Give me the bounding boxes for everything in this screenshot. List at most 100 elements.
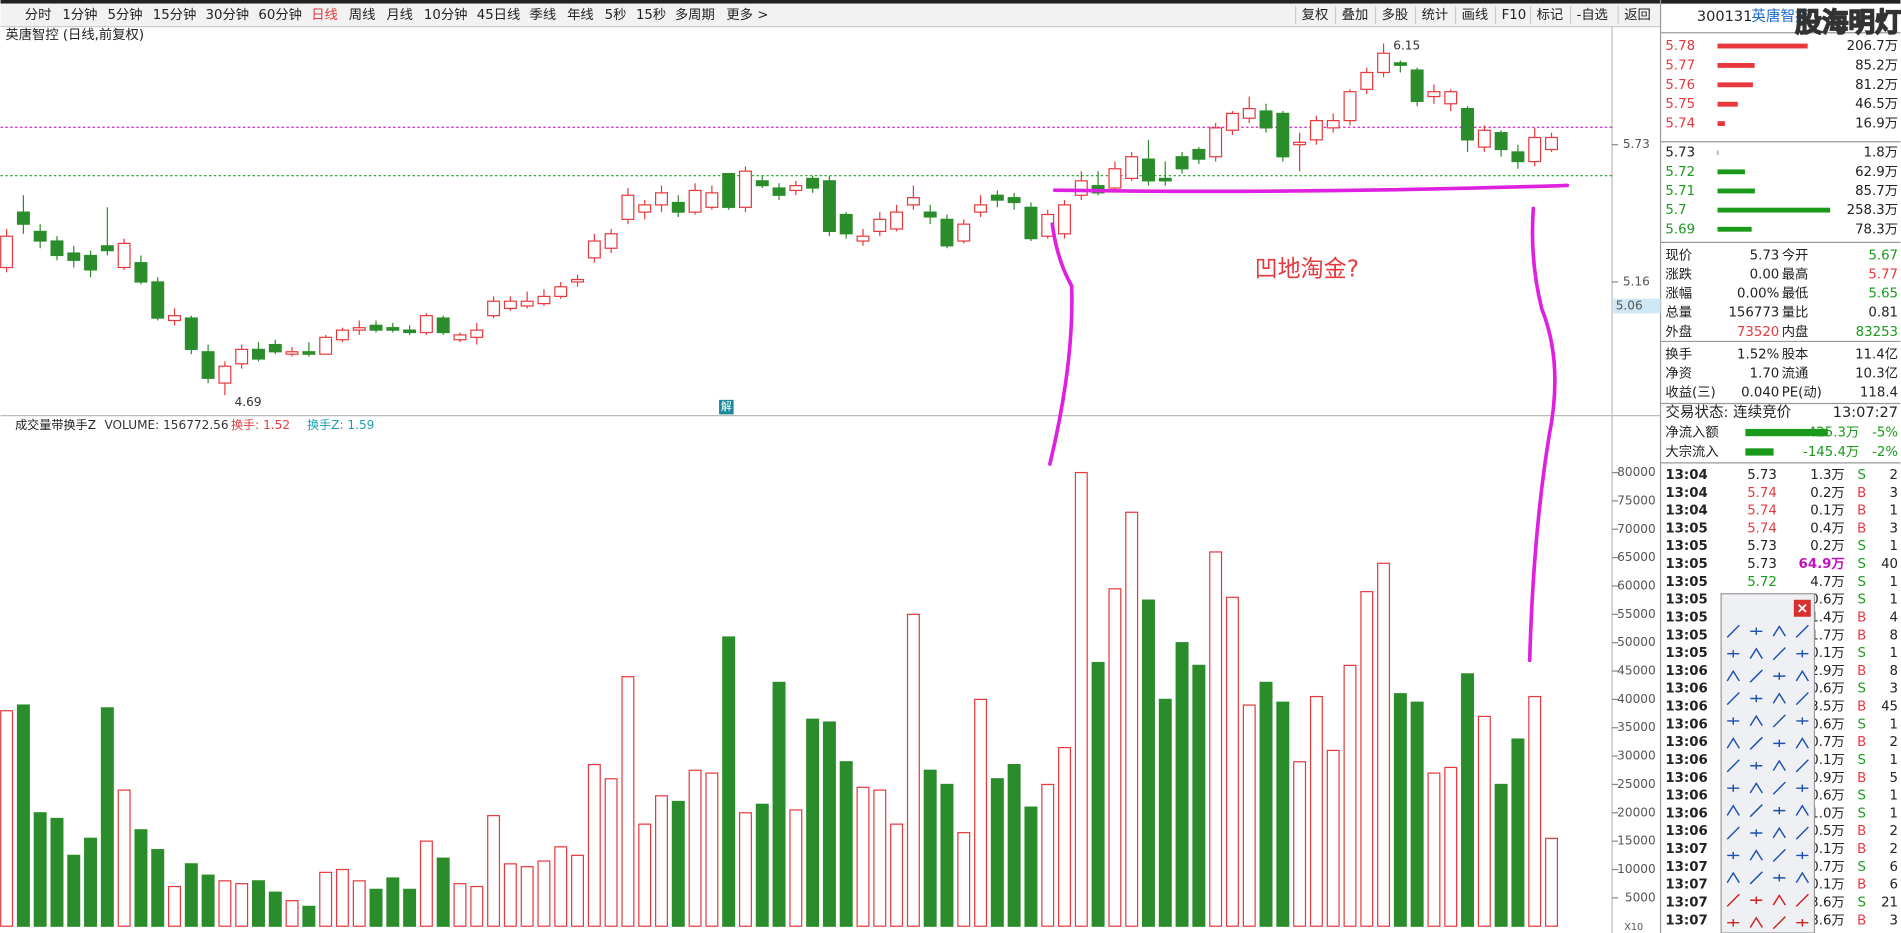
- palette-tool[interactable]: [1772, 848, 1786, 863]
- period-tab[interactable]: 多周期: [675, 6, 715, 23]
- palette-tool[interactable]: [1796, 717, 1809, 725]
- palette-tool[interactable]: [1750, 896, 1763, 904]
- tool-button[interactable]: 标记: [1537, 7, 1564, 23]
- tool-button[interactable]: 叠加: [1342, 7, 1369, 23]
- palette-tool[interactable]: [1726, 893, 1740, 907]
- tool-button[interactable]: 多股: [1382, 6, 1409, 23]
- tool-button[interactable]: 返回: [1624, 7, 1651, 23]
- palette-tool[interactable]: [1749, 714, 1763, 727]
- y-tick-label: 75000: [1617, 493, 1656, 507]
- palette-tool[interactable]: [1726, 871, 1740, 884]
- period-tab[interactable]: 更多 >: [726, 6, 768, 23]
- palette-tool[interactable]: [1796, 650, 1809, 658]
- tool-button[interactable]: 画线: [1462, 7, 1489, 23]
- palette-tool[interactable]: [1795, 691, 1809, 706]
- trade-time: 13:06: [1665, 753, 1707, 768]
- period-tab[interactable]: 季线: [530, 7, 557, 23]
- volume-bar: [974, 698, 988, 927]
- palette-tool[interactable]: [1750, 694, 1763, 703]
- palette-tool[interactable]: [1796, 784, 1809, 792]
- palette-tool[interactable]: [1727, 650, 1740, 658]
- palette-tool[interactable]: [1749, 849, 1763, 861]
- volume-bar: [806, 718, 820, 927]
- period-tab[interactable]: 45日线: [477, 7, 521, 23]
- tool-button[interactable]: F10: [1502, 8, 1527, 23]
- palette-tool[interactable]: [1795, 624, 1809, 638]
- candle-body: [16, 211, 30, 225]
- period-tab[interactable]: 周线: [349, 7, 376, 23]
- period-tab[interactable]: 15分钟: [153, 6, 197, 23]
- period-tab[interactable]: 日线: [311, 7, 338, 23]
- palette-tool[interactable]: [1772, 714, 1786, 728]
- palette-tool[interactable]: [1795, 804, 1809, 816]
- tool-button[interactable]: 复权: [1302, 6, 1329, 23]
- palette-tool[interactable]: [1772, 916, 1786, 930]
- palette-tool[interactable]: [1749, 781, 1763, 794]
- candle-body: [1393, 62, 1407, 66]
- palette-tool[interactable]: [1726, 804, 1740, 816]
- period-tab[interactable]: 30分钟: [206, 6, 250, 23]
- palette-tool[interactable]: [1772, 759, 1786, 772]
- tool-button[interactable]: -自选: [1577, 7, 1608, 23]
- palette-tool[interactable]: [1749, 804, 1763, 818]
- palette-tool[interactable]: [1749, 871, 1763, 885]
- palette-tool[interactable]: [1773, 874, 1786, 882]
- palette-tool[interactable]: [1772, 625, 1786, 637]
- palette-tool[interactable]: [1796, 851, 1809, 860]
- tool-button[interactable]: 统计: [1422, 7, 1449, 23]
- palette-tool[interactable]: [1796, 919, 1809, 927]
- period-tab[interactable]: 5分钟: [108, 6, 143, 23]
- palette-tool[interactable]: [1795, 893, 1809, 907]
- candle-body: [386, 327, 400, 331]
- order-price: 5.75: [1665, 97, 1695, 112]
- period-tab[interactable]: 60分钟: [258, 6, 302, 23]
- palette-tool[interactable]: [1772, 692, 1786, 704]
- palette-tool[interactable]: [1726, 691, 1740, 706]
- period-tab[interactable]: 分时: [25, 7, 52, 23]
- candle-body: [1477, 129, 1491, 148]
- palette-tool[interactable]: [1749, 736, 1763, 750]
- palette-tool[interactable]: [1726, 737, 1740, 749]
- palette-tool[interactable]: [1726, 759, 1740, 773]
- palette-tool[interactable]: [1749, 669, 1763, 683]
- palette-tool[interactable]: [1726, 826, 1740, 840]
- palette-tool[interactable]: [1772, 894, 1786, 906]
- palette-tool[interactable]: [1727, 851, 1740, 860]
- palette-tool[interactable]: [1773, 739, 1786, 748]
- palette-tool[interactable]: [1795, 826, 1809, 840]
- trade-volume: 0.6万: [1810, 593, 1844, 608]
- chart-title: 英唐智控 (日线,前复权): [5, 26, 144, 43]
- palette-tool[interactable]: [1727, 784, 1740, 792]
- palette-tool[interactable]: [1795, 737, 1809, 749]
- palette-tool[interactable]: [1750, 762, 1763, 770]
- palette-tool[interactable]: [1795, 759, 1809, 773]
- palette-tool[interactable]: [1795, 871, 1809, 884]
- palette-tool[interactable]: [1750, 627, 1763, 635]
- trade-time: 13:06: [1665, 789, 1707, 804]
- period-tab[interactable]: 10分钟: [424, 6, 468, 23]
- palette-tool[interactable]: [1750, 829, 1763, 837]
- stat-value: 5.77: [1868, 268, 1898, 283]
- palette-tool[interactable]: [1772, 826, 1786, 839]
- period-tab[interactable]: 年线: [567, 7, 594, 23]
- palette-tool[interactable]: [1726, 624, 1740, 638]
- palette-tool[interactable]: [1726, 669, 1740, 682]
- palette-tool[interactable]: [1727, 919, 1740, 927]
- period-tab[interactable]: 15秒: [636, 7, 666, 23]
- palette-tool[interactable]: [1773, 806, 1786, 815]
- palette-tool[interactable]: [1727, 717, 1740, 725]
- palette-tool[interactable]: [1772, 647, 1786, 661]
- candle-body: [1125, 156, 1139, 180]
- period-tab[interactable]: 5秒: [605, 7, 627, 23]
- palette-tool[interactable]: [1795, 669, 1809, 682]
- palette-tool[interactable]: [1773, 672, 1786, 680]
- period-tab[interactable]: 1分钟: [62, 6, 97, 23]
- period-tab[interactable]: 月线: [386, 7, 413, 23]
- candle-body: [890, 211, 904, 230]
- stat-label: 涨幅: [1665, 286, 1692, 302]
- palette-tool[interactable]: [1749, 916, 1763, 928]
- palette-tool[interactable]: [1772, 781, 1786, 795]
- palette-tool[interactable]: [1749, 647, 1763, 659]
- trade-volume: 0.6万: [1810, 789, 1844, 804]
- volume-bar: [923, 769, 937, 927]
